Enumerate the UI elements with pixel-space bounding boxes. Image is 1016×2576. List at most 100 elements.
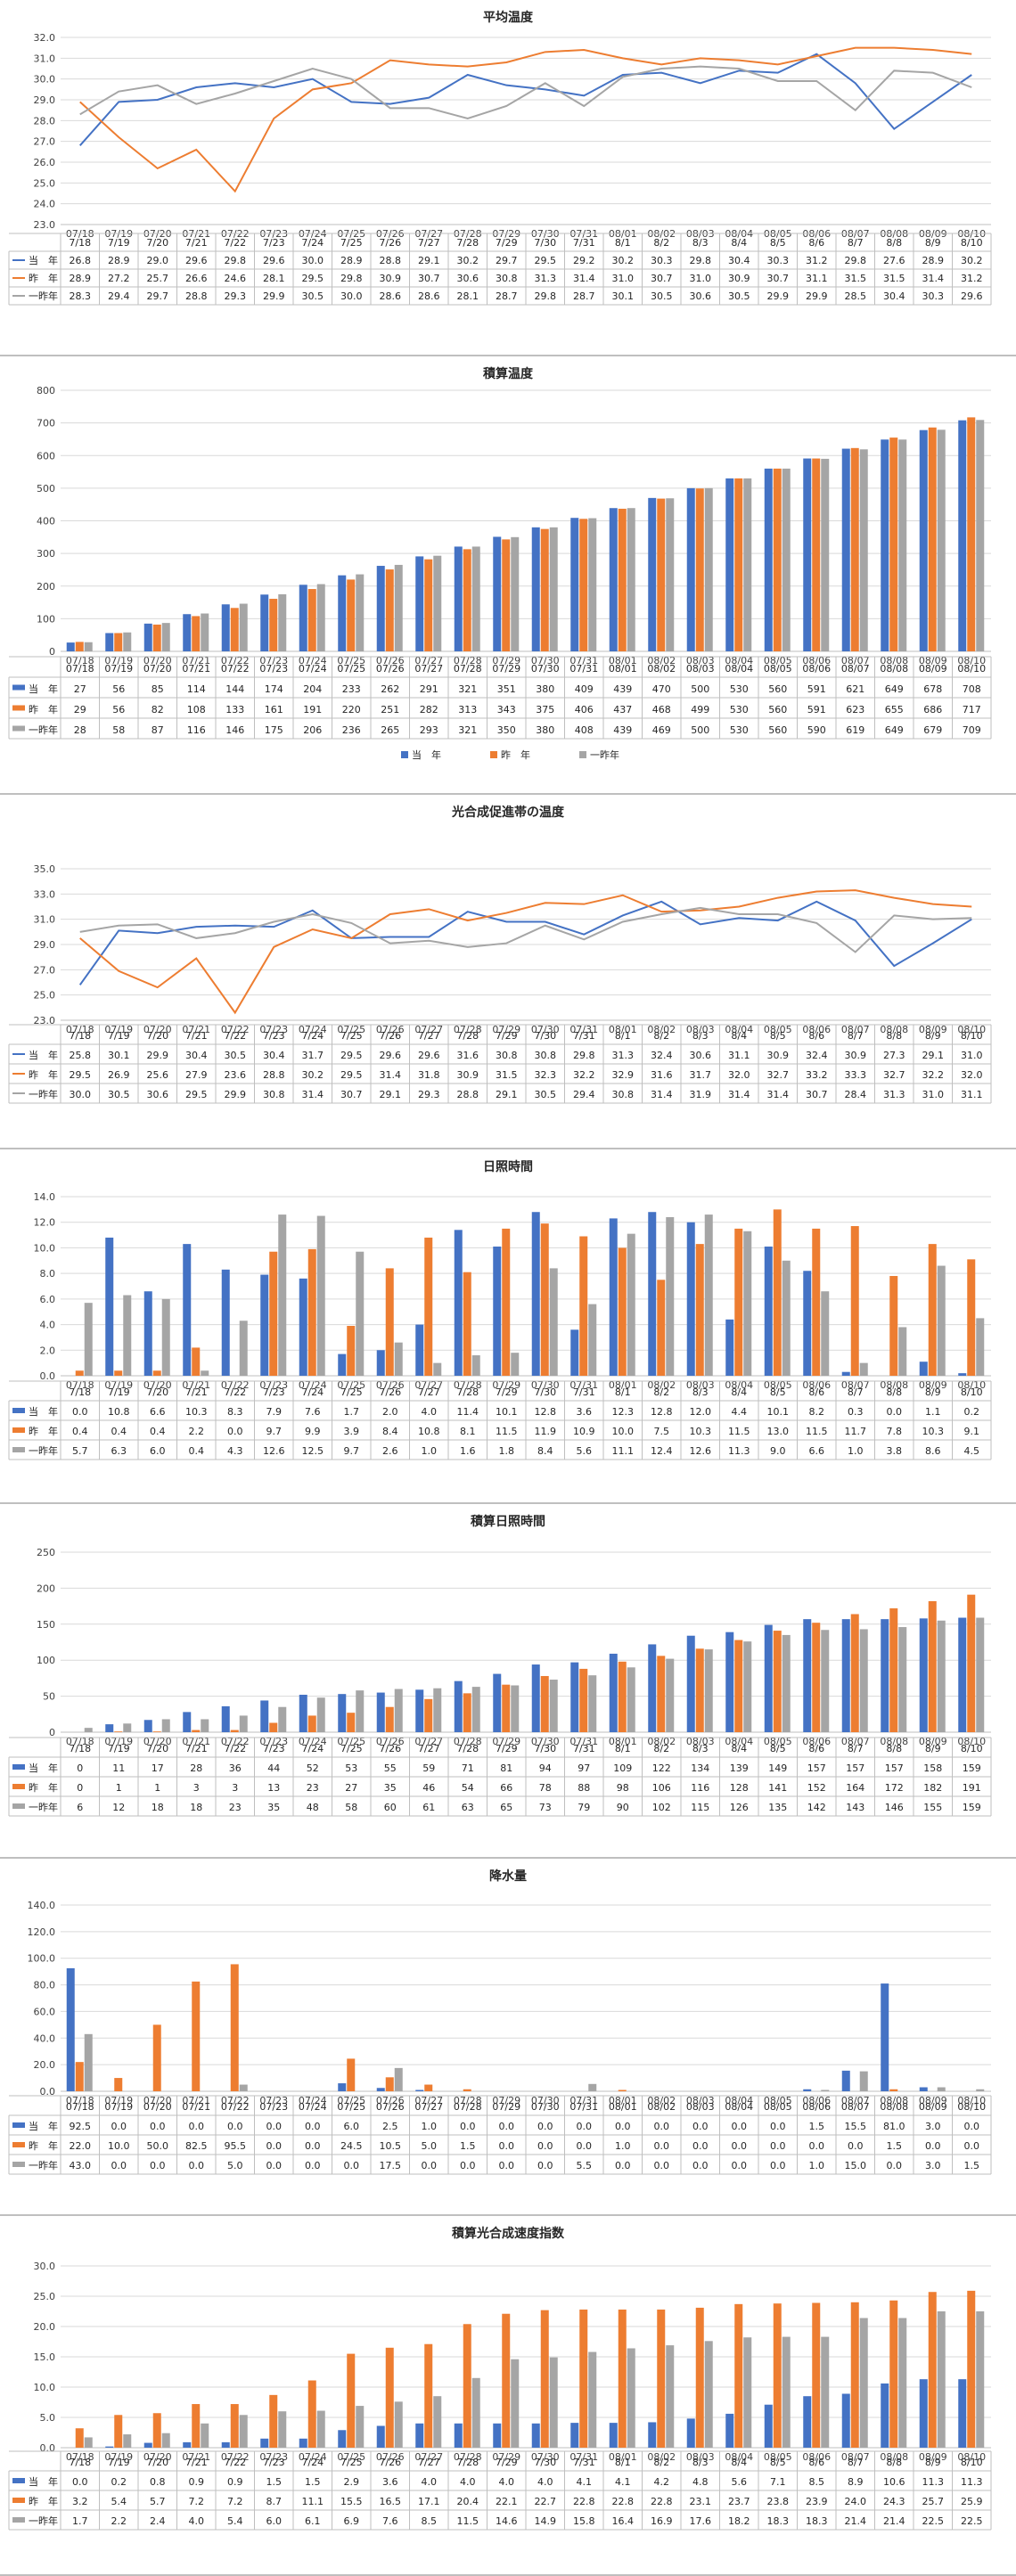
table-value-cell: 13	[267, 1782, 280, 1794]
bar-1	[143, 1291, 152, 1376]
table-value-cell: 0.0	[111, 2160, 127, 2171]
bar-3	[201, 1719, 209, 1732]
table-header-cell: 07/27	[414, 2101, 443, 2113]
table-value-cell: 437	[613, 704, 632, 716]
table-value-cell: 5.5	[577, 2160, 593, 2171]
bar-3	[782, 1634, 791, 1732]
bar-1	[376, 1350, 385, 1376]
bar-1	[725, 478, 734, 651]
table-value-cell: 32.4	[806, 1050, 828, 1061]
y-tick-label: 25.0	[34, 2291, 56, 2302]
x-tick-label: 08/07	[841, 2451, 870, 2463]
table-value-cell: 29.1	[496, 1089, 518, 1100]
bar-3	[549, 1680, 558, 1732]
table-value-cell: 12.4	[651, 1445, 673, 1457]
table-header-cell: 7/21	[185, 2457, 208, 2468]
table-value-cell: 182	[923, 1782, 942, 1794]
x-tick-label: 08/08	[880, 2095, 908, 2106]
x-tick-label: 08/04	[725, 2451, 753, 2463]
table-value-cell: 500	[691, 683, 709, 695]
table-value-cell: 0.2	[111, 2476, 127, 2488]
table-header-cell: 7/26	[379, 2457, 401, 2468]
table-value-cell: 22.8	[651, 2496, 673, 2507]
bar-3	[471, 546, 480, 651]
table-value-cell: 32.7	[767, 1069, 790, 1081]
bar-1	[764, 2404, 773, 2448]
legend-swatch-1	[401, 751, 408, 758]
table-header-cell: 8/6	[808, 1030, 824, 1042]
table-value-cell: 1.5	[460, 2140, 476, 2152]
table-value-cell: 28.1	[263, 273, 285, 284]
table-value-cell: 24.5	[340, 2140, 363, 2152]
bar-2	[850, 1226, 859, 1376]
table-value-cell: 29.9	[225, 1089, 247, 1100]
table-value-cell: 122	[652, 1762, 671, 1774]
table-value-cell: 2.0	[382, 1406, 398, 1418]
x-tick-label: 07/25	[337, 2451, 365, 2463]
table-value-cell: 12.8	[651, 1406, 673, 1418]
table-header-cell: 8/4	[731, 1386, 747, 1398]
table-value-cell: 10.8	[418, 1426, 440, 1437]
table-value-cell: 10.3	[185, 1406, 208, 1418]
x-tick-label: 07/22	[221, 655, 250, 666]
table-value-cell: 28.6	[418, 290, 440, 302]
table-value-cell: 0.0	[654, 2140, 670, 2152]
bar-1	[105, 633, 114, 651]
y-tick-label: 100	[37, 1655, 55, 1666]
table-value-cell: 30.2	[961, 255, 983, 266]
bar-3	[471, 2377, 480, 2448]
table-header-cell: 7/27	[418, 1743, 440, 1754]
bar-2	[347, 1713, 356, 1732]
bar-1	[570, 518, 579, 651]
x-tick-label: 07/26	[376, 655, 405, 666]
table-value-cell: 128	[730, 1782, 749, 1794]
table-value-cell: 16.9	[651, 2515, 673, 2527]
chart-svg: 降水量 0.0 20.0 40.0 60.0 80.0 100.0 120.0 140.0 07/…	[8, 1869, 992, 2175]
x-tick-label: 07/24	[299, 1379, 327, 1391]
table-value-cell: 30.7	[806, 1089, 828, 1100]
table-value-cell: 0.0	[770, 2121, 786, 2132]
table-value-cell: 1.0	[809, 2160, 825, 2171]
chart-svg: 平均温度 23.0 24.0 25.0 26.0 27.0 28.0 29.0 30.0 31.0…	[8, 10, 992, 306]
table-value-cell: 30.9	[845, 1050, 867, 1061]
bar-2	[192, 1730, 201, 1732]
table-value-cell: 10.0	[108, 2140, 130, 2152]
y-tick-label: 700	[37, 418, 55, 429]
y-tick-label: 30.0	[34, 2261, 56, 2272]
bar-3	[239, 603, 248, 651]
bar-3	[239, 2415, 248, 2448]
bar-2	[889, 1608, 898, 1732]
table-header-cell: 7/28	[456, 2457, 479, 2468]
legend-swatch-2	[490, 751, 497, 758]
x-tick-label: 07/27	[414, 1379, 443, 1391]
table-value-cell: 48	[307, 1802, 319, 1813]
bar-2	[540, 528, 549, 651]
table-value-cell: 11.3	[728, 1445, 750, 1457]
bar-3	[511, 536, 520, 651]
table-value-cell: 61	[422, 1802, 435, 1813]
table-value-cell: 18.2	[728, 2515, 750, 2527]
table-value-cell: 10.8	[108, 1406, 130, 1418]
table-value-cell: 164	[846, 1782, 864, 1794]
x-tick-label: 08/06	[802, 1736, 831, 1747]
bar-3	[627, 508, 635, 651]
y-tick-label: 300	[37, 548, 55, 560]
table-value-cell: 60	[384, 1802, 397, 1813]
bar-1	[764, 1246, 773, 1376]
y-tick-label: 40.0	[34, 2032, 56, 2044]
table-header-cell: 7/20	[146, 237, 168, 249]
table-value-cell: 139	[730, 1762, 749, 1774]
bar-2	[463, 549, 471, 651]
table-header-cell: 07/28	[454, 663, 482, 675]
bar-3	[976, 2311, 985, 2448]
bar-2	[385, 1268, 394, 1376]
y-tick-label: 14.0	[34, 1191, 56, 1203]
table-value-cell: 30.1	[108, 1050, 130, 1061]
table-value-cell: 92.5	[70, 2121, 92, 2132]
table-series-label: 一昨年	[29, 724, 58, 736]
table-value-cell: 0.0	[150, 2121, 166, 2132]
table-value-cell: 0.0	[189, 2160, 205, 2171]
x-tick-label: 07/30	[531, 2451, 560, 2463]
bar-3	[666, 1658, 675, 1732]
